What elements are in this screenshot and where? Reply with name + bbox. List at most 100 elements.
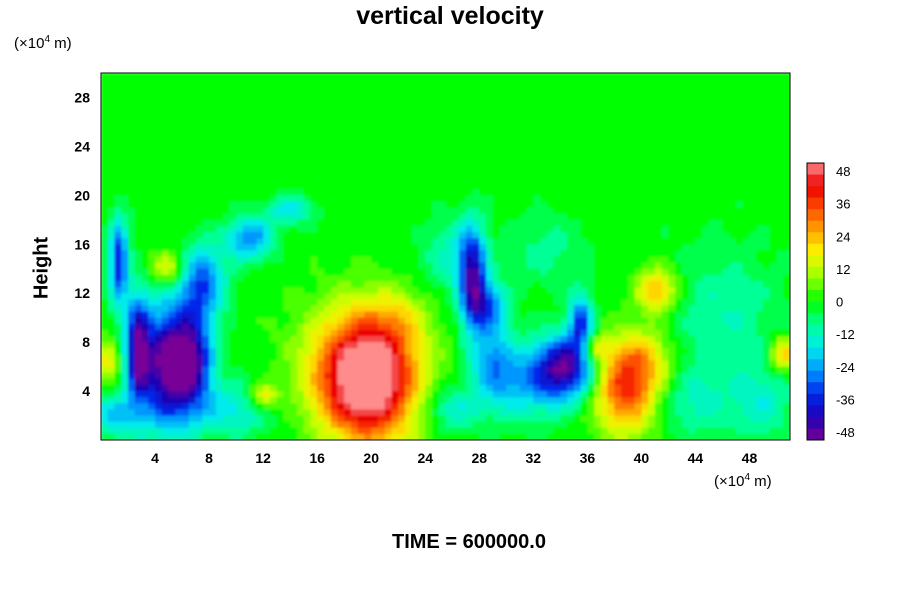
field-cell: [600, 79, 609, 86]
field-cell: [783, 85, 790, 92]
field-cell: [283, 85, 291, 92]
field-cell: [702, 225, 710, 233]
field-cell: [398, 195, 406, 203]
field-cell: [465, 305, 474, 313]
field-cell: [553, 152, 561, 160]
field-cell: [681, 311, 690, 319]
field-cell: [627, 170, 636, 178]
field-cell: [283, 238, 291, 245]
field-cell: [587, 91, 595, 99]
field-cell: [229, 336, 237, 343]
field-cell: [594, 305, 602, 313]
field-cell: [128, 189, 136, 196]
field-cell: [303, 323, 311, 331]
field-cell: [634, 256, 642, 264]
field-cell: [175, 323, 183, 331]
field-cell: [479, 189, 487, 196]
field-cell: [553, 176, 561, 184]
field-cell: [296, 348, 305, 355]
field-cell: [762, 195, 771, 203]
field-cell: [337, 219, 345, 227]
field-cell: [155, 213, 163, 221]
field-cell: [681, 140, 690, 147]
field-cell: [756, 225, 764, 233]
field-cell: [519, 97, 528, 105]
field-cell: [236, 329, 244, 337]
field-cell: [715, 354, 724, 362]
field-cell: [296, 134, 305, 141]
field-cell: [101, 348, 109, 355]
field-cell: [350, 293, 359, 300]
field-cell: [141, 152, 149, 160]
field-cell: [350, 232, 359, 239]
field-cell: [215, 262, 224, 270]
field-cell: [364, 360, 372, 368]
field-cell: [567, 280, 575, 288]
field-cell: [155, 97, 163, 105]
field-cell: [479, 170, 487, 178]
field-cell: [607, 323, 615, 331]
field-cell: [641, 140, 649, 147]
field-cell: [735, 176, 744, 184]
field-cell: [776, 317, 784, 325]
field-cell: [627, 354, 636, 362]
field-cell: [654, 280, 663, 288]
field-cell: [229, 274, 237, 282]
field-cell: [553, 274, 561, 282]
field-cell: [377, 299, 386, 307]
field-cell: [567, 256, 575, 264]
field-cell: [715, 238, 724, 245]
field-cell: [182, 238, 190, 245]
field-cell: [242, 140, 251, 147]
field-cell: [114, 201, 122, 209]
field-cell: [600, 329, 609, 337]
field-cell: [695, 274, 703, 282]
field-cell: [391, 152, 399, 160]
field-cell: [546, 317, 555, 325]
field-cell: [499, 287, 507, 294]
field-cell: [479, 109, 487, 117]
field-cell: [546, 207, 555, 215]
field-cell: [621, 311, 629, 319]
field-cell: [229, 329, 237, 337]
field-cell: [513, 299, 521, 307]
field-cell: [317, 348, 325, 355]
field-cell: [769, 317, 778, 325]
field-cell: [634, 299, 642, 307]
field-cell: [229, 317, 237, 325]
field-cell: [263, 183, 271, 190]
field-cell: [290, 73, 298, 80]
field-cell: [675, 213, 683, 221]
field-cell: [195, 164, 203, 172]
field-cell: [323, 293, 332, 300]
field-cell: [675, 360, 683, 368]
field-cell: [161, 274, 170, 282]
field-cell: [398, 85, 406, 92]
field-cell: [344, 225, 352, 233]
field-cell: [654, 238, 663, 245]
field-cell: [600, 366, 609, 374]
field-cell: [708, 146, 717, 154]
field-cell: [776, 293, 784, 300]
field-cell: [762, 323, 771, 331]
field-cell: [215, 73, 224, 80]
field-cell: [283, 146, 291, 154]
field-cell: [513, 250, 521, 258]
field-cell: [735, 97, 744, 105]
field-cell: [526, 256, 534, 264]
field-cell: [391, 311, 399, 319]
field-cell: [134, 219, 143, 227]
field-cell: [161, 134, 170, 141]
field-cell: [128, 317, 136, 325]
field-cell: [560, 158, 568, 166]
field-cell: [330, 244, 339, 251]
field-cell: [134, 225, 143, 233]
field-cell: [715, 73, 724, 80]
field-cell: [296, 79, 305, 86]
field-cell: [486, 329, 494, 337]
field-cell: [445, 183, 453, 190]
field-cell: [398, 121, 406, 129]
field-cell: [357, 360, 366, 368]
field-cell: [668, 79, 676, 86]
field-cell: [762, 317, 771, 325]
